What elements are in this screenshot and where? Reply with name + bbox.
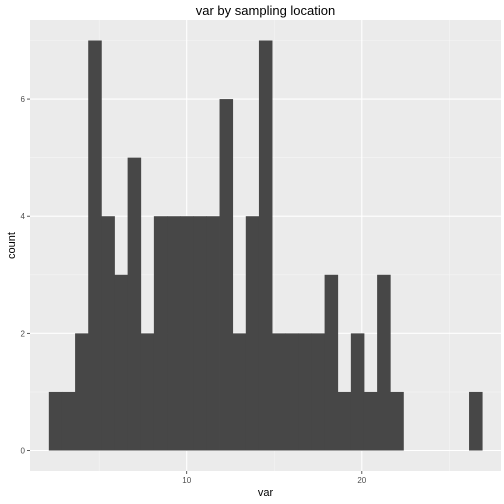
histogram-bar (180, 216, 194, 451)
histogram-bars (48, 40, 483, 451)
histogram-bar (140, 333, 155, 451)
histogram-bar (167, 216, 181, 451)
y-tick-label: 6 (21, 95, 26, 104)
y-tick-label: 2 (21, 329, 26, 338)
histogram-bar (193, 216, 207, 451)
histogram-bar (469, 391, 483, 451)
histogram-bar (272, 333, 286, 451)
histogram-bar (311, 333, 325, 451)
histogram-bar (206, 216, 220, 451)
histogram-bar (285, 333, 299, 451)
histogram-bar (258, 40, 273, 451)
histogram-bar (127, 157, 142, 451)
chart-title: var by sampling location (196, 3, 335, 18)
histogram-bar (232, 333, 247, 451)
histogram-bar (337, 391, 352, 451)
y-axis-ticks: 0 2 4 6 (21, 95, 30, 456)
histogram-bar (153, 216, 168, 451)
y-tick-label: 4 (21, 212, 26, 221)
histogram-bar (324, 274, 339, 451)
y-tick-label: 0 (21, 447, 26, 456)
histogram-bar (75, 333, 89, 451)
histogram-bar (48, 391, 63, 451)
x-tick-label: 10 (182, 476, 191, 485)
x-axis-title: var (258, 487, 274, 499)
histogram-bar (114, 274, 129, 451)
histogram-bar (298, 333, 312, 451)
histogram-bar (219, 99, 234, 451)
histogram-bar (377, 274, 391, 451)
histogram-bar (350, 333, 365, 451)
histogram-bar (390, 391, 404, 451)
histogram-bar (245, 216, 260, 451)
histogram-bar (61, 391, 76, 451)
y-axis-title: count (6, 232, 18, 259)
histogram-bar (101, 216, 115, 451)
x-tick-label: 20 (357, 476, 366, 485)
histogram-bar (363, 391, 378, 451)
x-axis-ticks: 10 20 (182, 471, 367, 485)
histogram-bar (88, 40, 102, 451)
